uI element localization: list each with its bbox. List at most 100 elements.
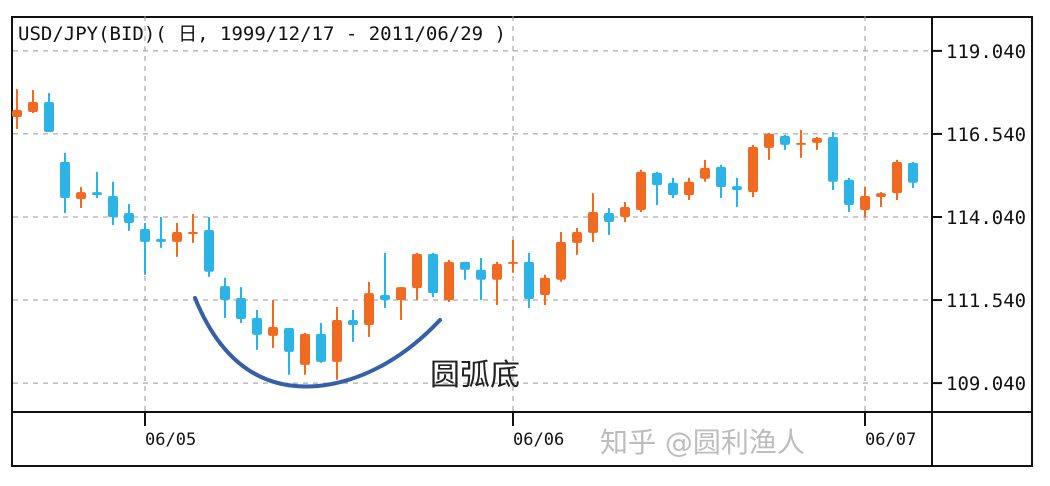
candle-body — [92, 192, 102, 196]
chart-title: USD/JPY(BID)( 日, 1999/12/17 - 2011/06/29… — [18, 23, 506, 45]
candle-body — [604, 213, 614, 222]
candle-body — [652, 172, 662, 186]
candle-body — [732, 186, 742, 191]
candle-down — [476, 257, 486, 301]
candle-body — [252, 317, 262, 335]
candle-body — [156, 238, 166, 242]
candle-body — [812, 137, 822, 143]
candle-down — [252, 310, 262, 350]
candle-up — [396, 287, 406, 320]
y-tick-label: 109.040 — [946, 373, 1026, 395]
candle-body — [748, 146, 758, 193]
candle-body — [172, 231, 182, 242]
candle-down — [828, 131, 838, 191]
candle-body — [204, 229, 214, 272]
x-tick-label: 06/07 — [865, 430, 916, 450]
candle-up — [12, 89, 22, 129]
candle-down — [204, 216, 214, 277]
candle-down — [524, 252, 534, 309]
candle-body — [588, 212, 598, 233]
candle-body — [412, 253, 422, 289]
candle-body — [28, 102, 38, 113]
candle-up — [508, 239, 518, 273]
candle-body — [540, 277, 550, 296]
candle-body — [828, 136, 838, 182]
candle-up — [620, 202, 630, 222]
candle-down — [668, 177, 678, 199]
candle-down — [92, 171, 102, 199]
candle-body — [236, 298, 246, 319]
candle-up — [332, 307, 342, 380]
candle-down — [140, 222, 150, 275]
candle-down — [780, 134, 790, 150]
candle-up — [76, 187, 86, 209]
candle-up — [172, 222, 182, 257]
candle-down — [844, 177, 854, 213]
candle-body — [316, 333, 326, 362]
candle-body — [860, 196, 870, 211]
candle-body — [188, 231, 198, 234]
candle-down — [220, 277, 230, 318]
candle-up — [700, 159, 710, 182]
x-tick-label: 06/05 — [145, 430, 196, 450]
watermark: 知乎 @圆利渔人 — [600, 426, 805, 459]
candle-body — [668, 182, 678, 196]
candle-body — [716, 166, 726, 188]
candle-body — [444, 261, 454, 301]
candle-body — [364, 293, 374, 325]
candle-up — [188, 214, 198, 243]
candle-up — [764, 132, 774, 160]
y-tick-label: 114.040 — [946, 207, 1026, 229]
candle-body — [908, 162, 918, 183]
candle-body — [636, 171, 646, 211]
candle-down — [348, 310, 358, 342]
candle-body — [12, 110, 22, 117]
candle-down — [604, 208, 614, 235]
candle-down — [652, 171, 662, 206]
candle-up — [876, 192, 886, 208]
candle-up — [540, 274, 550, 306]
candle-body — [780, 135, 790, 145]
candle-up — [748, 144, 758, 198]
candle-body — [300, 333, 310, 365]
candle-up — [268, 300, 278, 348]
candle-body — [460, 261, 470, 270]
candle-up — [412, 252, 422, 301]
candle-body — [700, 167, 710, 179]
candle-body — [140, 228, 150, 242]
candle-body — [476, 269, 486, 280]
candle-down — [716, 164, 726, 199]
candle-body — [108, 196, 118, 217]
candle-body — [380, 295, 390, 301]
candle-body — [524, 261, 534, 300]
candle-body — [492, 263, 502, 280]
candle-down — [380, 252, 390, 309]
candle-up — [492, 261, 502, 306]
candle-body — [844, 179, 854, 206]
candle-up — [572, 227, 582, 255]
candle-down — [124, 204, 134, 231]
candle-body — [348, 319, 358, 325]
candle-body — [124, 213, 134, 223]
y-tick-label: 116.540 — [946, 124, 1026, 146]
candle-up — [28, 90, 38, 114]
candle-up — [796, 129, 806, 158]
candle-up — [444, 259, 454, 303]
candle-body — [220, 286, 230, 301]
candle-down — [460, 261, 470, 280]
grid-lines — [13, 16, 932, 412]
candle-body — [508, 261, 518, 264]
candle-body — [556, 241, 566, 280]
x-tick-label: 06/06 — [513, 430, 564, 450]
x-axis: 06/05 06/06 06/07 — [144, 412, 916, 450]
candle-down — [732, 177, 742, 208]
candle-up — [588, 193, 598, 242]
candle-up — [556, 231, 566, 282]
candle-down — [60, 152, 70, 214]
candle-down — [44, 93, 54, 132]
candle-body — [268, 326, 278, 336]
candle-up — [892, 159, 902, 201]
y-tick-label: 111.540 — [946, 290, 1026, 312]
candle-up — [812, 136, 822, 150]
candle-up — [364, 281, 374, 337]
